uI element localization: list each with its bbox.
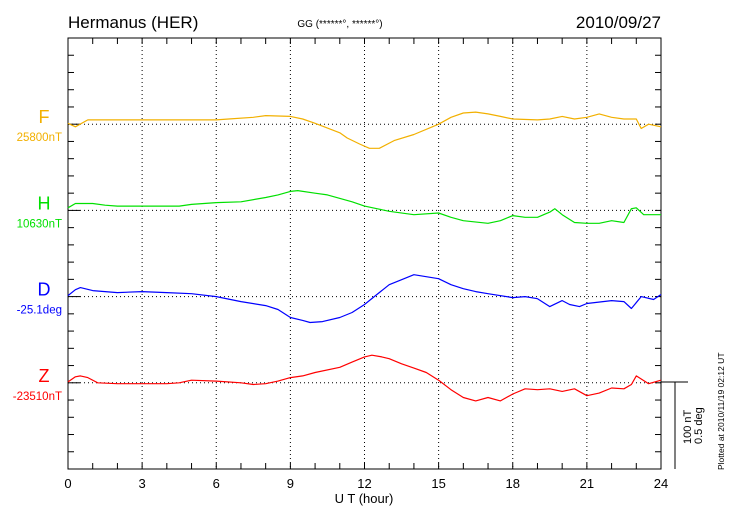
- x-tick-label: 15: [431, 476, 445, 491]
- plotted-timestamp: Plotted at 2010/11/19 02:12 UT: [716, 352, 726, 470]
- x-tick-label: 6: [213, 476, 220, 491]
- x-tick-label: 0: [64, 476, 71, 491]
- x-tick-label: 3: [139, 476, 146, 491]
- series-line-d: [67, 274, 662, 324]
- series-line-z: [67, 354, 662, 402]
- date-label: 2010/09/27: [576, 13, 661, 32]
- baseline-value-f: 25800nT: [17, 132, 62, 144]
- baseline-value-z: -23510nT: [13, 391, 62, 403]
- x-tick-label: 9: [287, 476, 294, 491]
- scale-deg-label: 0.5 deg: [693, 407, 705, 444]
- channel-name-f: F: [39, 107, 50, 127]
- coordinates-label: GG (******°, ******°): [297, 19, 382, 30]
- baseline-value-d: -25.1deg: [17, 305, 62, 317]
- x-tick-label: 12: [357, 476, 371, 491]
- channel-labels: F 25800nT H 10630nT D -25.1deg Z -23510nT: [13, 107, 62, 403]
- channel-name-h: H: [38, 193, 51, 213]
- channel-name-z: Z: [39, 366, 50, 386]
- series-line-h: [67, 190, 661, 224]
- x-tick-label: 21: [580, 476, 594, 491]
- x-tick-label: 24: [654, 476, 668, 491]
- scale-bar: 100 nT 0.5 deg: [661, 381, 705, 469]
- series-line-f: [67, 111, 662, 149]
- x-axis-label: U T (hour): [335, 491, 394, 506]
- axes: [67, 37, 662, 470]
- x-tick-labels: 0 3 6 9 12 15 18 21 24: [64, 476, 668, 491]
- baseline-value-h: 10630nT: [17, 218, 62, 230]
- station-title: Hermanus (HER): [68, 13, 198, 32]
- series-group: [67, 111, 662, 402]
- x-tick-label: 18: [506, 476, 520, 491]
- grid: [68, 38, 661, 469]
- channel-name-d: D: [38, 280, 51, 300]
- scale-nt-label: 100 nT: [682, 409, 694, 444]
